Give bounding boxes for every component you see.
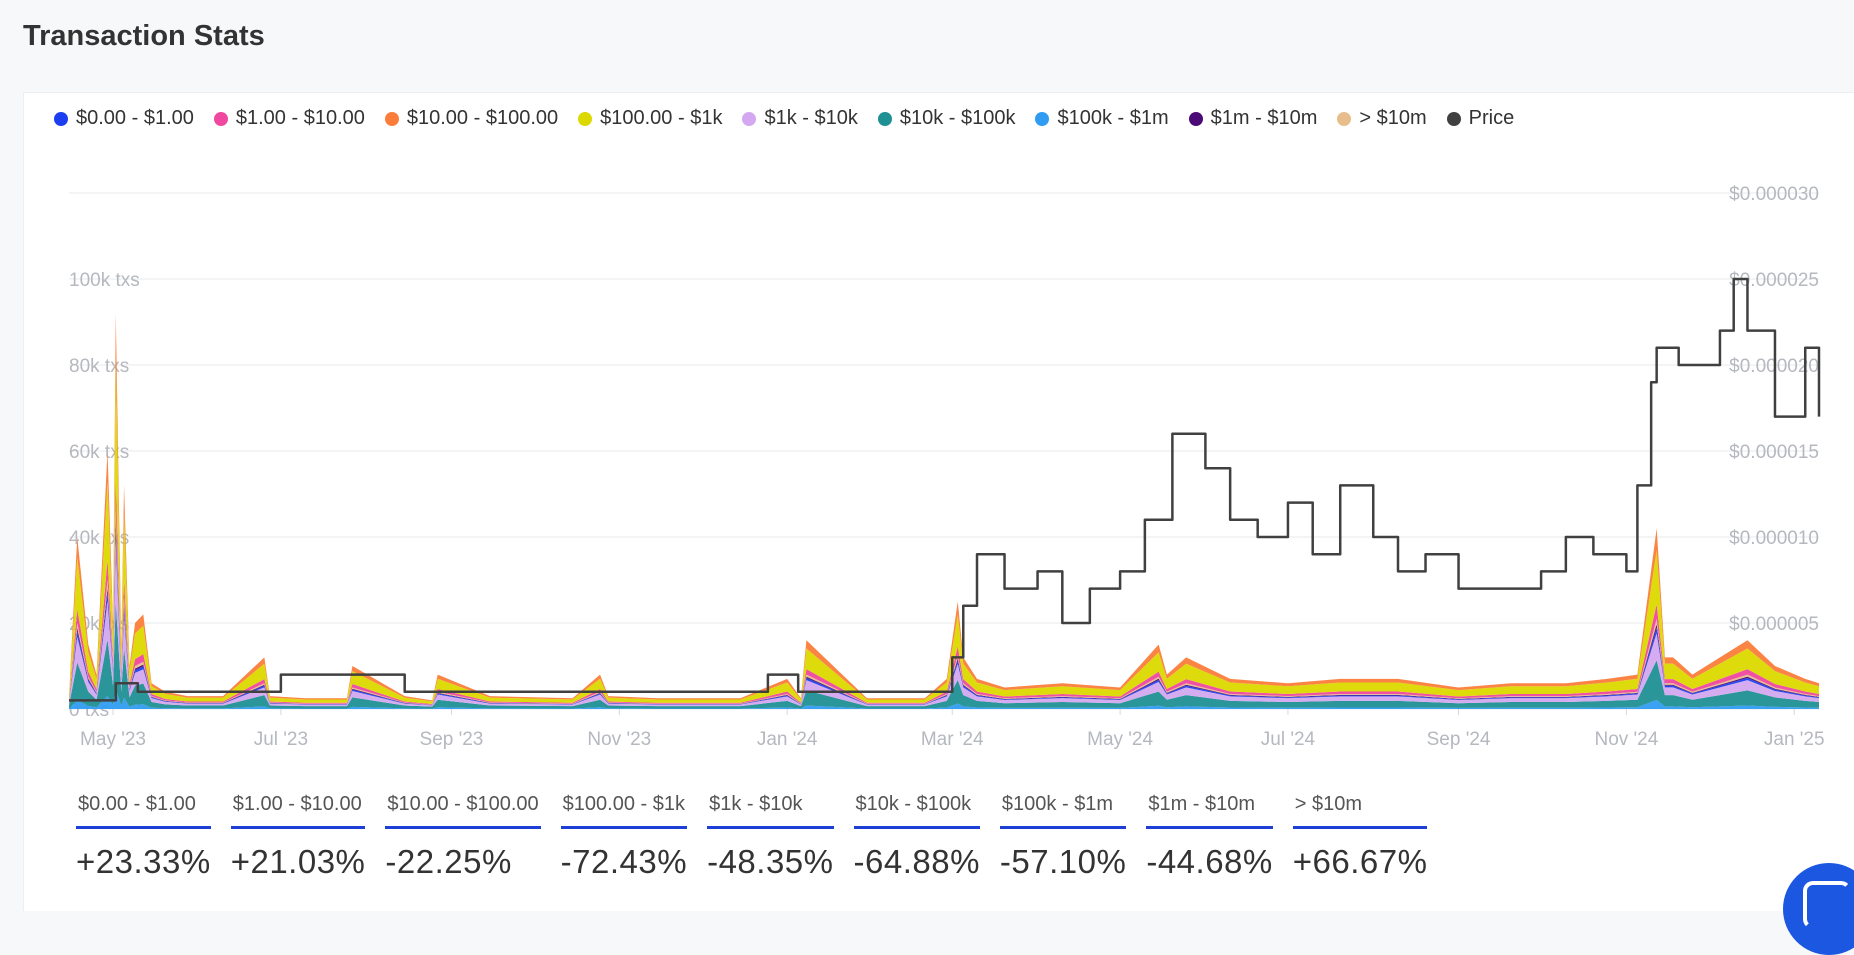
stat-label: $1k - $10k <box>707 793 834 829</box>
x-tick-label: May '23 <box>80 729 146 750</box>
x-tick-label: Nov '24 <box>1594 729 1658 750</box>
legend-label: $100.00 - $1k <box>600 107 723 129</box>
legend-item[interactable]: $100.00 - $1k <box>578 107 722 130</box>
legend-label: $100k - $1m <box>1057 107 1169 129</box>
stat-value: -57.10% <box>999 843 1127 880</box>
stat-label: $0.00 - $1.00 <box>76 793 211 829</box>
legend-item[interactable]: > $10m <box>1337 107 1427 130</box>
legend-item[interactable]: $1m - $10m <box>1188 107 1318 130</box>
stat-card[interactable]: $100.00 - $1k -72.43% <box>560 793 688 881</box>
stat-label: $100k - $1m <box>999 793 1127 829</box>
x-tick-label: Mar '24 <box>921 729 984 750</box>
page-title: Transaction Stats <box>23 20 265 52</box>
legend-item[interactable]: $10.00 - $100.00 <box>384 107 559 130</box>
x-tick-label: Nov '23 <box>587 729 651 750</box>
stat-card[interactable]: $1m - $10m -44.68% <box>1146 793 1273 881</box>
legend-item[interactable]: $1.00 - $10.00 <box>213 107 365 130</box>
legend-swatch <box>742 111 757 126</box>
legend-label: Price <box>1468 107 1515 129</box>
stat-label: $1.00 - $10.00 <box>230 793 366 829</box>
legend-item[interactable]: $0.00 - $1.00 <box>54 107 194 130</box>
legend-swatch <box>877 111 892 126</box>
stat-value: -22.25% <box>385 843 512 880</box>
legend-item[interactable]: $1k - $10k <box>742 107 858 130</box>
chart-legend: $0.00 - $1.00 $1.00 - $10.00 $10.00 - $100… <box>54 107 1534 130</box>
legend-label: > $10m <box>1359 107 1427 129</box>
x-tick-label: Sep '24 <box>1427 729 1491 750</box>
stat-card[interactable]: > $10m +66.67% <box>1292 793 1428 881</box>
area-series <box>69 360 1819 705</box>
legend-swatch <box>1188 111 1203 126</box>
legend-label: $10k - $100k <box>899 107 1016 129</box>
stat-card[interactable]: $0.00 - $1.00 +23.33% <box>76 793 211 881</box>
x-tick-label: Jul '24 <box>1261 729 1316 750</box>
stat-label: $100.00 - $1k <box>560 793 688 829</box>
legend-label: $0.00 - $1.00 <box>76 107 194 129</box>
y-right-tick-label: $0.000005 <box>1729 614 1819 635</box>
stat-value: +66.67% <box>1292 843 1428 880</box>
legend-swatch <box>1035 111 1050 126</box>
price-line <box>69 277 1821 702</box>
area-series <box>69 313 1819 702</box>
y-right-tick-label: $0.000030 <box>1729 184 1819 205</box>
legend-swatch <box>578 111 593 126</box>
y-left-tick-label: 60k txs <box>69 442 129 463</box>
stat-value: +21.03% <box>230 843 366 880</box>
legend-swatch <box>384 111 399 126</box>
stat-value: -48.35% <box>707 843 834 880</box>
area-series <box>69 479 1819 705</box>
stat-value: -44.68% <box>1146 843 1273 880</box>
y-left-tick-label: 100k txs <box>69 270 140 291</box>
transaction-stats-card: $0.00 - $1.00 $1.00 - $10.00 $10.00 - $100… <box>23 92 1854 911</box>
legend-swatch <box>1337 111 1352 126</box>
stat-label: > $10m <box>1292 793 1428 829</box>
stats-row: $0.00 - $1.00 +23.33% $1.00 - $10.00 +21.03… <box>76 793 1447 881</box>
legend-label: $1.00 - $10.00 <box>235 107 365 129</box>
stat-value: -72.43% <box>560 843 688 880</box>
stat-label: $10.00 - $100.00 <box>385 793 541 829</box>
y-right-tick-label: $0.000010 <box>1729 528 1819 549</box>
stat-card[interactable]: $10.00 - $100.00 -22.25% <box>385 793 541 881</box>
legend-item[interactable]: Price <box>1446 107 1515 130</box>
x-tick-label: May '24 <box>1087 729 1153 750</box>
legend-label: $10.00 - $100.00 <box>406 107 559 129</box>
legend-swatch <box>54 111 68 126</box>
legend-label: $1m - $10m <box>1210 107 1318 129</box>
stat-card[interactable]: $1k - $10k -48.35% <box>707 793 834 881</box>
stat-card[interactable]: $10k - $100k -64.88% <box>853 793 980 881</box>
legend-item[interactable]: $10k - $100k <box>877 107 1016 130</box>
legend-swatch <box>1446 111 1461 126</box>
chat-icon <box>1803 881 1851 929</box>
x-tick-label: Jul '23 <box>254 729 308 750</box>
stat-value: -64.88% <box>853 843 980 880</box>
area-series <box>69 689 1819 709</box>
stat-label: $1m - $10m <box>1146 793 1273 829</box>
y-right-tick-label: $0.000015 <box>1729 442 1819 463</box>
area-series <box>69 530 1819 706</box>
area-series <box>69 523 1819 706</box>
legend-swatch <box>213 111 228 126</box>
stat-label: $10k - $100k <box>853 793 980 829</box>
x-tick-label: Jan '25 <box>1764 729 1825 750</box>
legend-label: $1k - $10k <box>764 107 858 129</box>
area-series <box>69 602 1819 709</box>
stat-card[interactable]: $100k - $1m -57.10% <box>999 793 1127 881</box>
x-tick-label: Sep '23 <box>420 729 484 750</box>
x-tick-label: Jan '24 <box>757 729 818 750</box>
y-left-tick-label: 80k txs <box>69 356 129 377</box>
area-series <box>69 511 1819 705</box>
stat-value: +23.33% <box>76 843 211 880</box>
legend-item[interactable]: $100k - $1m <box>1035 107 1169 130</box>
y-right-tick-label: $0.000025 <box>1729 270 1819 291</box>
stat-card[interactable]: $1.00 - $10.00 +21.03% <box>230 793 366 881</box>
